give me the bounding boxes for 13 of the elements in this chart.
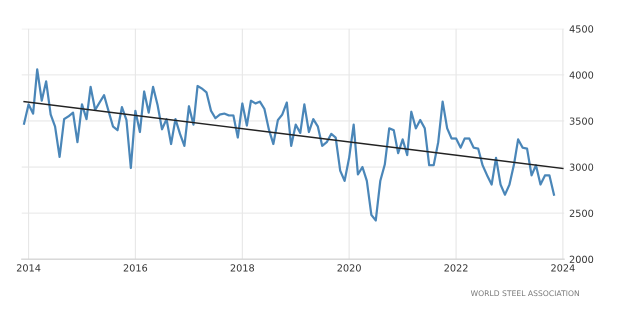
line-series	[22, 68, 556, 222]
x-tick-label: 2018	[230, 264, 254, 272]
y-tick-label: 3000	[570, 164, 594, 171]
y-tick-label: 4500	[570, 25, 594, 33]
y-tick-label: 4000	[570, 71, 594, 79]
x-tick-label: 2024	[551, 264, 575, 272]
x-tick-label: 2016	[124, 264, 148, 272]
y-tick-label: 2000	[570, 256, 594, 264]
x-tick-label: 2014	[16, 264, 40, 272]
y-tick-label: 3500	[570, 117, 594, 125]
y-tick-label: 2500	[570, 210, 594, 217]
x-tick-label: 2022	[444, 264, 468, 272]
x-tick-label: 2020	[337, 264, 361, 272]
